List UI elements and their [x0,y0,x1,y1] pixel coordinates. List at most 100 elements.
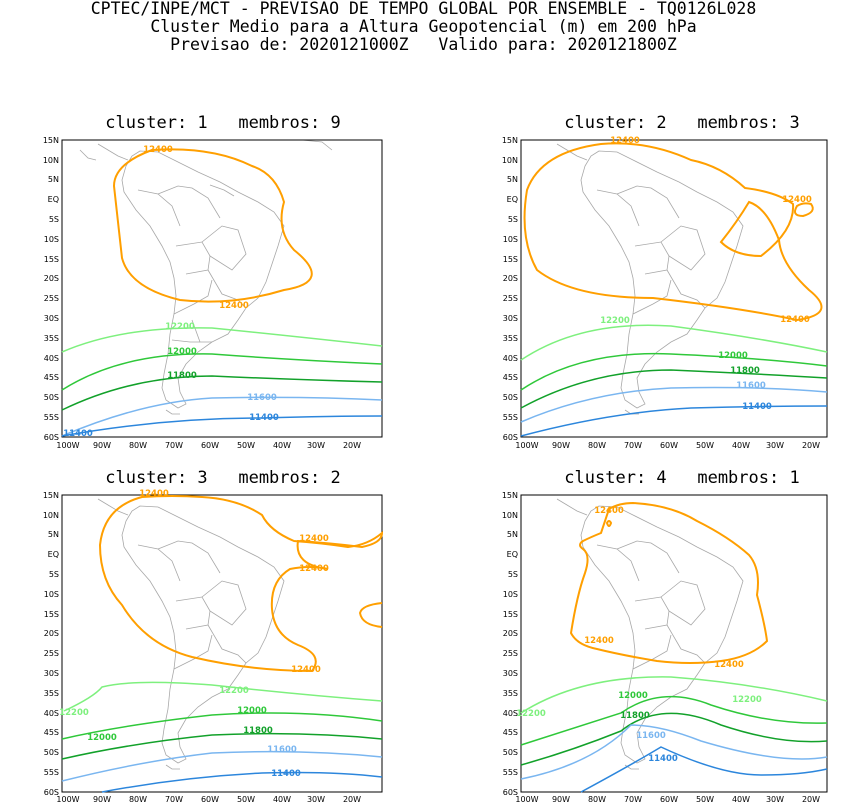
svg-text:20W: 20W [802,795,820,803]
panel-3-map: 12400 12400 12400 12400 12200 12200 1200… [43,489,384,803]
svg-text:5S: 5S [49,215,59,224]
svg-text:45S: 45S [503,373,518,382]
contour-12400 [98,495,384,673]
svg-text:20S: 20S [503,274,518,283]
lon-tick-labels: 100W 90W 80W 70W 60W 50W 40W 30W 20W [56,441,361,450]
lon-tick-labels: 100W 90W 80W 70W 60W 50W 40W 30W 20W [515,795,820,803]
svg-text:100W: 100W [515,795,538,803]
svg-text:100W: 100W [515,441,538,450]
svg-text:45S: 45S [44,728,59,737]
svg-text:25S: 25S [503,294,518,303]
svg-text:60S: 60S [503,788,518,797]
svg-text:70W: 70W [624,795,642,803]
contour-11800 [520,712,828,766]
label-12400: 12400 [299,564,329,574]
label-11400: 11400 [742,402,772,412]
svg-text:80W: 80W [129,441,147,450]
svg-text:30W: 30W [766,795,784,803]
lat-tick-labels: 15N 10N 5N EQ 5S 10S 15S 20S 25S 30S 35S… [43,491,59,797]
label-12400: 12400 [594,506,624,516]
contour-11800 [520,369,828,409]
svg-text:50W: 50W [237,795,255,803]
label-12400: 12400 [219,301,249,311]
svg-text:30W: 30W [766,441,784,450]
svg-text:30S: 30S [44,669,59,678]
label-12400: 12400 [610,136,640,146]
svg-text:50S: 50S [503,748,518,757]
svg-text:5N: 5N [48,530,59,539]
label-12400: 12400 [143,145,173,155]
label-12400: 12400 [291,665,321,675]
svg-text:60W: 60W [201,441,219,450]
contour-12200 [520,324,828,361]
contour-11400 [101,771,383,793]
contour-12200 [520,676,828,714]
svg-text:100W: 100W [56,795,79,803]
svg-text:50S: 50S [44,748,59,757]
svg-text:80W: 80W [588,795,606,803]
panel-3-title: cluster: 3 membros: 2 [105,468,341,488]
svg-text:30W: 30W [307,441,325,450]
svg-text:40S: 40S [44,354,59,363]
contour-11400 [61,415,383,437]
panel-1-title: cluster: 1 membros: 9 [105,113,341,133]
svg-text:45S: 45S [44,373,59,382]
svg-text:60W: 60W [660,795,678,803]
svg-text:10N: 10N [502,511,518,520]
svg-text:25S: 25S [44,294,59,303]
contour-12000 [61,353,383,391]
svg-text:30S: 30S [44,314,59,323]
svg-text:50W: 50W [237,441,255,450]
svg-text:5N: 5N [507,175,518,184]
lat-tick-labels: 15N 10N 5N EQ 5S 10S 15S 20S 25S 30S 35S… [502,491,518,797]
svg-text:10S: 10S [503,235,518,244]
contour-11600 [61,750,383,782]
svg-text:55S: 55S [503,413,518,422]
svg-text:20W: 20W [343,441,361,450]
svg-text:35S: 35S [44,334,59,343]
contour-11400 [580,746,828,793]
svg-text:20S: 20S [44,629,59,638]
frame [520,139,828,438]
label-12200: 12200 [732,695,762,705]
label-11600: 11600 [247,393,277,403]
svg-text:20W: 20W [802,441,820,450]
svg-text:10N: 10N [502,156,518,165]
svg-text:EQ: EQ [507,550,518,559]
svg-text:40W: 40W [732,441,750,450]
label-12200: 12200 [516,709,546,719]
svg-text:20S: 20S [44,274,59,283]
contour-12400 [112,148,313,303]
svg-text:40W: 40W [732,795,750,803]
svg-text:5S: 5S [508,570,518,579]
svg-text:15S: 15S [44,610,59,619]
contour-12400 [523,142,823,322]
svg-text:50W: 50W [696,795,714,803]
svg-text:10N: 10N [43,511,59,520]
svg-text:15S: 15S [503,255,518,264]
svg-text:90W: 90W [93,441,111,450]
svg-text:60S: 60S [44,433,59,442]
svg-text:5S: 5S [49,570,59,579]
panel-4-map: 12400 12400 12400 12200 12200 12000 1180… [502,491,828,803]
svg-text:30S: 30S [503,314,518,323]
svg-text:40S: 40S [44,709,59,718]
svg-text:5N: 5N [507,530,518,539]
lat-tick-labels: 15N 10N 5N EQ 5S 10S 15S 20S 25S 30S 35S… [43,136,59,442]
label-12200: 12200 [219,686,249,696]
svg-text:10S: 10S [503,590,518,599]
svg-text:15N: 15N [43,491,59,500]
label-11800: 11800 [620,711,650,721]
label-12000: 12000 [718,351,748,361]
header-line-2: Cluster Medio para a Altura Geopotencial… [150,17,697,36]
svg-text:55S: 55S [503,768,518,777]
contour-12000 [61,712,383,740]
svg-text:80W: 80W [129,795,147,803]
svg-text:50S: 50S [44,393,59,402]
svg-text:15S: 15S [44,255,59,264]
contour-12200 [61,327,383,353]
label-12400: 12400 [782,195,812,205]
svg-text:80W: 80W [588,441,606,450]
label-12000: 12000 [237,706,267,716]
svg-text:30W: 30W [307,795,325,803]
